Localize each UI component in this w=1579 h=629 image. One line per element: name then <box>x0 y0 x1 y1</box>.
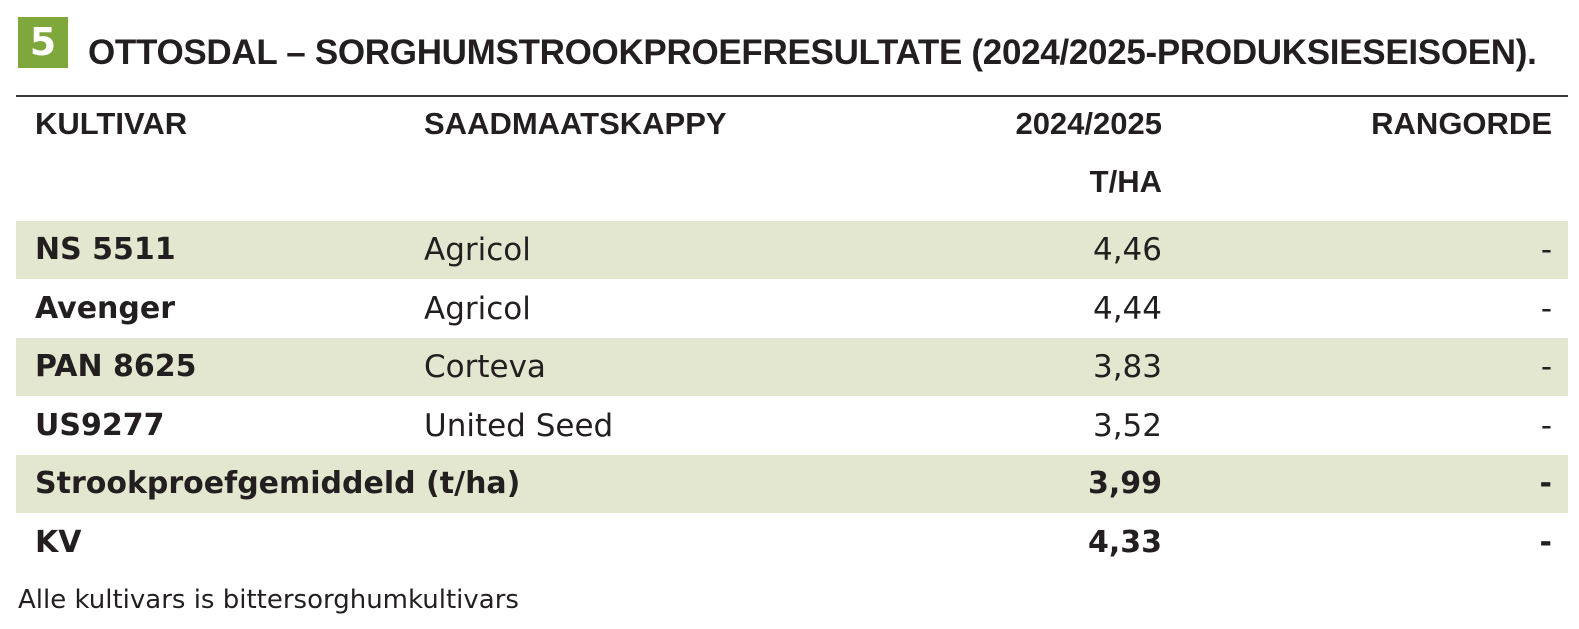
rank: - <box>1540 290 1552 327</box>
column-header: SAADMAATSKAPPY <box>424 106 727 141</box>
table-row <box>16 221 1568 279</box>
yield: 4,33 <box>1087 524 1162 560</box>
rule <box>16 95 1568 97</box>
cultivar: NS 5511 <box>35 232 176 267</box>
company: Agricol <box>424 290 531 327</box>
cultivar: PAN 8625 <box>35 349 197 384</box>
company: Corteva <box>424 349 546 385</box>
summary-label: Strookproefgemiddeld (t/ha) <box>35 466 521 501</box>
column-header: RANGORDE <box>1371 106 1552 141</box>
column-header: KULTIVAR <box>35 106 188 141</box>
company: United Seed <box>424 407 614 444</box>
column-header: 2024/2025 <box>1015 106 1162 141</box>
rank: - <box>1539 524 1552 560</box>
yield: 3,99 <box>1087 466 1162 501</box>
title: OTTOSDAL – SORGHUMSTROOKPROEFRESULTATE (… <box>88 33 1537 72</box>
rank: - <box>1540 407 1552 444</box>
rank: - <box>1539 466 1552 501</box>
rank: - <box>1540 232 1552 268</box>
yield: 3,52 <box>1092 407 1162 444</box>
cultivar: Avenger <box>35 290 176 326</box>
summary-row <box>16 455 1568 513</box>
yield: 4,46 <box>1092 232 1162 268</box>
section-badge: 5 <box>18 17 68 68</box>
rank: - <box>1540 349 1552 385</box>
cultivar: US9277 <box>35 407 165 443</box>
yield: 4,44 <box>1092 290 1162 327</box>
yield: 3,83 <box>1092 349 1162 385</box>
company: Agricol <box>424 232 531 268</box>
summary-label: KV <box>35 524 82 560</box>
column-header: T/HA <box>1089 164 1162 199</box>
table-row <box>16 338 1568 396</box>
footnote: Alle kultivars is bittersorghumkultivars <box>18 585 519 615</box>
